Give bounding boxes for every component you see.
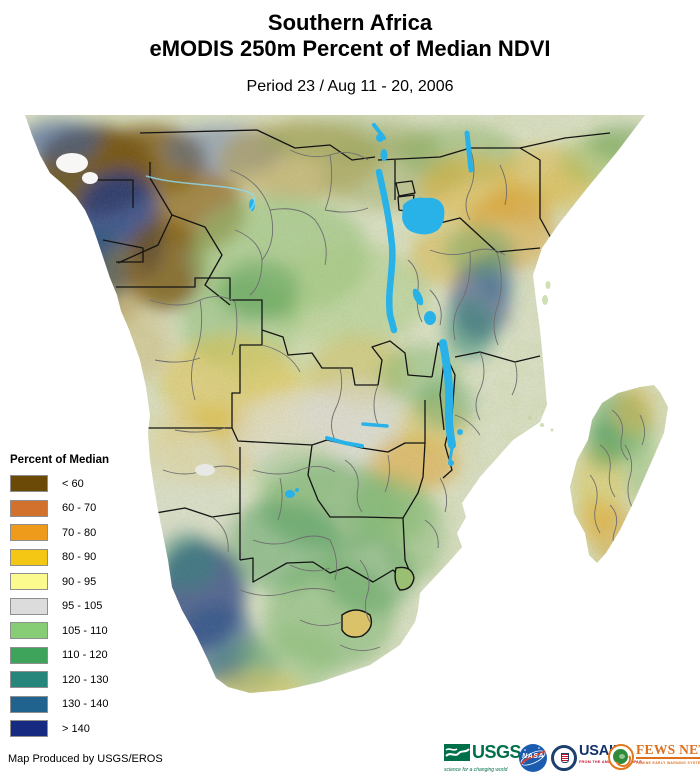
enclave-states (341, 566, 415, 638)
usaid-logo-text: USAID (579, 743, 624, 759)
legend-swatch (10, 622, 48, 639)
lake-kivu (380, 149, 388, 161)
legend-item: 120 - 130 (10, 671, 140, 688)
lake-mai-ndombe (249, 199, 255, 211)
lake-malawi (439, 339, 456, 449)
lake-chilwa (457, 429, 463, 435)
legend-item: 90 - 95 (10, 573, 140, 590)
legend-label: 110 - 120 (62, 649, 108, 661)
okavango-delta (285, 490, 295, 498)
admin-borders (149, 147, 518, 651)
usgs-logo: USGS science for a changing world (444, 742, 522, 773)
nasa-logo-text: NASA (522, 753, 544, 760)
usaid-logo: USAID FROM THE AMERICAN PEOPLE (551, 743, 661, 773)
lake-cahora-bassa (361, 422, 389, 428)
fewsnet-logo-text: FEWS NET (636, 743, 700, 759)
usgs-logo-icon (444, 744, 470, 766)
fewsnet-logo: FEWS NET FAMINE EARLY WARNING SYSTEMS NE… (608, 743, 700, 772)
nasa-logo: NASA (519, 744, 547, 772)
lake-tanganyika (375, 168, 398, 334)
period-subtitle: Period 23 / Aug 11 - 20, 2006 (246, 78, 454, 95)
legend-swatch (10, 548, 48, 566)
lake-rukwa (412, 288, 424, 306)
legend-label: 80 - 90 (62, 551, 97, 563)
usaid-tagline: FROM THE AMERICAN PEOPLE (579, 759, 643, 764)
legend-title: Percent of Median (10, 454, 110, 466)
header: Southern Africa eMODIS 250m Percent of M… (0, 10, 700, 96)
ndvi-map-svg (25, 115, 668, 693)
legend-item: > 140 (10, 720, 140, 737)
etosha-pan (195, 464, 215, 476)
legend-label: 130 - 140 (62, 698, 109, 710)
legend-swatch (10, 475, 48, 492)
credit-text: Map Produced by USGS/EROS (8, 753, 163, 765)
legend-label: 120 - 130 (62, 673, 109, 686)
legend-item: 130 - 140 (10, 695, 140, 713)
legend-swatch (10, 499, 48, 517)
legend-label: > 140 (62, 722, 90, 735)
legend-swatch (10, 671, 48, 688)
legend-label: 60 - 70 (62, 502, 97, 514)
legend-item: < 60 (10, 475, 140, 492)
legend-item: 95 - 105 (10, 597, 140, 615)
legend: Percent of Median < 60 60 - 70 70 - 80 80 -… (10, 454, 140, 745)
international-borders (90, 129, 611, 583)
ndvi-map (0, 115, 700, 745)
legend-label: 70 - 80 (62, 526, 97, 539)
legend-label: 95 - 105 (62, 600, 103, 612)
legend-item: 105 - 110 (10, 622, 140, 639)
legend-swatch (10, 524, 48, 541)
nasa-meatball-icon: NASA (519, 744, 547, 772)
fewsnet-tagline: FAMINE EARLY WARNING SYSTEMS NETWORK (636, 760, 700, 765)
lake-albert (372, 123, 386, 140)
usgs-tagline: science for a changing world (444, 767, 508, 773)
swaziland-outline (394, 566, 415, 591)
legend-items: < 60 60 - 70 70 - 80 80 - 90 90 - 95 95 - 105… (10, 475, 140, 737)
shire-river (448, 446, 454, 462)
lakes (145, 123, 474, 498)
small-islands (528, 281, 554, 432)
lake-kariba (325, 436, 364, 448)
legend-swatch (10, 695, 48, 713)
legend-label: 90 - 95 (62, 575, 97, 588)
page-title-line2: eMODIS 250m Percent of Median NDVI (149, 36, 551, 61)
lesotho-outline (341, 609, 373, 638)
usgs-logo-text: USGS (472, 742, 522, 762)
lake-victoria (402, 197, 445, 235)
legend-swatch (10, 597, 48, 615)
legend-item: 110 - 120 (10, 646, 140, 664)
congo-river (145, 175, 256, 211)
legend-label: < 60 (62, 477, 84, 490)
legend-swatch (10, 646, 48, 664)
legend-label: 105 - 110 (62, 624, 108, 637)
usaid-seal-icon (551, 745, 577, 771)
legend-item: 60 - 70 (10, 499, 140, 517)
page-title-line1: Southern Africa (267, 10, 433, 35)
lake-turkana (464, 130, 474, 173)
legend-swatch (10, 573, 48, 590)
fewsnet-globe-icon (608, 744, 634, 770)
legend-item: 70 - 80 (10, 524, 140, 541)
madagascar-admin-borders (589, 409, 645, 554)
lake-malombe (448, 460, 454, 466)
lake-mweru (424, 311, 436, 325)
legend-item: 80 - 90 (10, 548, 140, 566)
legend-swatch (10, 720, 48, 737)
